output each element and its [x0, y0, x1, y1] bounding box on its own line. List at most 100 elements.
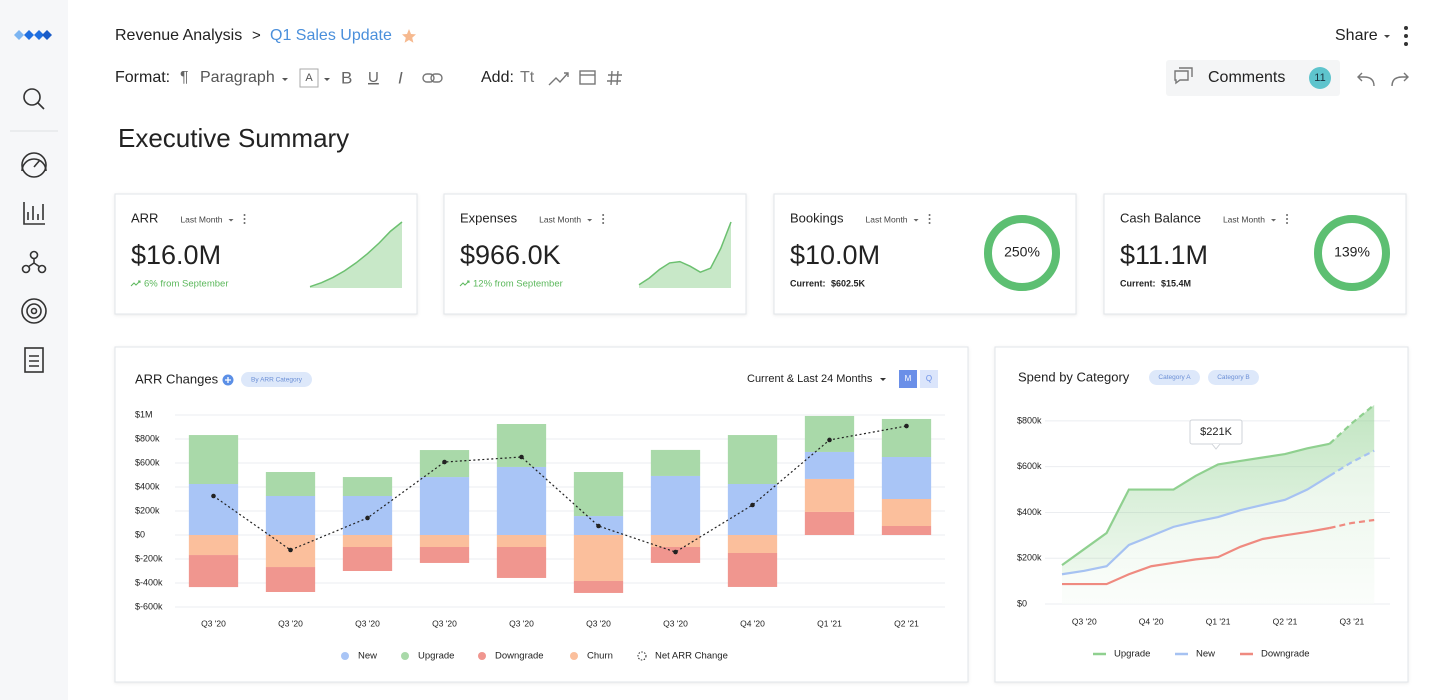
net-point	[365, 515, 370, 521]
legend-swatch	[570, 652, 578, 660]
bar-segment	[265, 496, 316, 535]
share-button[interactable]: Share	[1335, 27, 1378, 44]
bar-segment	[573, 535, 624, 581]
legend-label[interactable]: Downgrade	[1261, 649, 1310, 660]
period-button-label: Q	[926, 374, 932, 383]
tag-chip	[241, 372, 312, 387]
paragraph-select[interactable]: Paragraph	[200, 69, 275, 86]
underline-button[interactable]: U	[368, 69, 379, 86]
x-tick-label: Q4 '20	[1139, 616, 1164, 626]
legend-swatch	[637, 651, 647, 661]
legend-label[interactable]: Churn	[587, 651, 613, 662]
range-selector[interactable]: Current & Last 24 Months	[747, 373, 873, 385]
logo	[14, 30, 52, 40]
category-chip[interactable]	[1149, 370, 1200, 385]
text-button[interactable]: Tt	[520, 69, 535, 86]
date-button[interactable]	[579, 70, 596, 85]
chart-title: ARR Changes	[135, 371, 219, 386]
category-chip[interactable]	[1208, 370, 1259, 385]
bar-segment	[188, 535, 239, 556]
analytics-icon[interactable]	[23, 202, 45, 225]
kpi-current-label: Current:	[1120, 278, 1156, 288]
undo-button[interactable]	[1357, 72, 1375, 87]
gauge-label: 250%	[1004, 244, 1040, 260]
comments-panel[interactable]	[1166, 60, 1340, 96]
share-caret	[1384, 35, 1390, 38]
bar-segment	[573, 472, 624, 517]
bar-segment	[650, 475, 701, 535]
y-tick-label: $0	[1017, 598, 1027, 608]
bar-segment	[188, 484, 239, 535]
net-point	[442, 459, 447, 465]
bar-segment	[342, 477, 393, 496]
y-tick-label: $400k	[135, 481, 160, 491]
kpi-change: 12% from September	[473, 279, 563, 290]
font-button-box[interactable]	[299, 68, 319, 88]
kpi-menu-dot	[928, 218, 931, 220]
period-button[interactable]	[899, 370, 917, 388]
reports-icon[interactable]	[24, 347, 44, 373]
net-point	[288, 547, 293, 553]
paragraph-caret	[282, 78, 288, 81]
series-line	[1062, 526, 1330, 586]
x-tick-label: Q3 '20	[663, 618, 688, 628]
trend-arrow	[130, 280, 141, 287]
bar-segment	[342, 535, 393, 547]
series-area	[1062, 450, 1375, 604]
x-tick-label: Q1 '21	[1206, 616, 1231, 626]
kpi-value: $11.1M	[1120, 240, 1208, 270]
legend-label[interactable]: Upgrade	[418, 651, 454, 662]
bar-segment	[496, 535, 547, 547]
link-button[interactable]	[422, 73, 443, 83]
info-plus	[225, 377, 231, 383]
legend-label[interactable]: Downgrade	[495, 651, 544, 662]
series-line	[1061, 442, 1330, 566]
y-tick-label: $-400k	[135, 577, 163, 587]
font-button[interactable]: A	[305, 72, 313, 84]
period-caret	[587, 219, 593, 222]
goals-icon[interactable]	[21, 298, 47, 324]
net-point	[211, 493, 216, 499]
legend-label[interactable]: New	[1196, 649, 1215, 660]
comments-icon	[1174, 67, 1193, 85]
search-icon[interactable]	[23, 88, 45, 110]
kpi-value: $966.0K	[460, 240, 561, 270]
kpi-current-label: Current:	[790, 278, 826, 288]
dashboard-icon[interactable]	[21, 152, 47, 178]
legend-label[interactable]: Net ARR Change	[655, 651, 728, 662]
comment-count: 11	[1314, 72, 1325, 84]
bar-segment	[188, 435, 239, 484]
comment-badge	[1309, 67, 1331, 89]
italic-button[interactable]: I	[398, 68, 403, 87]
page-name[interactable]: Q1 Sales Update	[270, 27, 392, 44]
bar-segment	[881, 499, 932, 526]
breadcrumb[interactable]: Revenue Analysis	[115, 27, 242, 44]
period-caret	[1271, 219, 1277, 222]
period-button[interactable]	[920, 370, 938, 388]
kpi-menu-dot	[602, 222, 605, 224]
redo-button[interactable]	[1391, 72, 1409, 87]
kpi-menu-dot	[243, 218, 246, 220]
kpi-period[interactable]: Last Month	[865, 214, 907, 224]
bar-segment	[265, 472, 316, 496]
y-tick-label: $800k	[1017, 415, 1042, 425]
period-button-label: M	[905, 374, 912, 383]
x-tick-label: Q3 '20	[278, 618, 303, 628]
number-button[interactable]	[607, 70, 622, 86]
kpi-value: $10.0M	[790, 240, 880, 270]
legend-label[interactable]: New	[358, 651, 377, 662]
more-menu[interactable]	[1404, 26, 1408, 46]
comments-button[interactable]: Comments	[1208, 69, 1285, 86]
kpi-period[interactable]: Last Month	[180, 214, 222, 224]
kpi-period[interactable]: Last Month	[1223, 214, 1265, 224]
bar-segment	[496, 466, 547, 535]
bar-segment	[650, 547, 701, 563]
favorite-star[interactable]	[402, 29, 416, 43]
legend-label[interactable]: Upgrade	[1114, 649, 1150, 660]
kpi-period[interactable]: Last Month	[539, 214, 581, 224]
chart-button[interactable]	[548, 72, 569, 86]
bar-segment	[342, 547, 393, 571]
bold-button[interactable]: B	[341, 68, 352, 87]
kpi-menu-dot	[928, 222, 931, 224]
network-icon[interactable]	[21, 250, 47, 274]
